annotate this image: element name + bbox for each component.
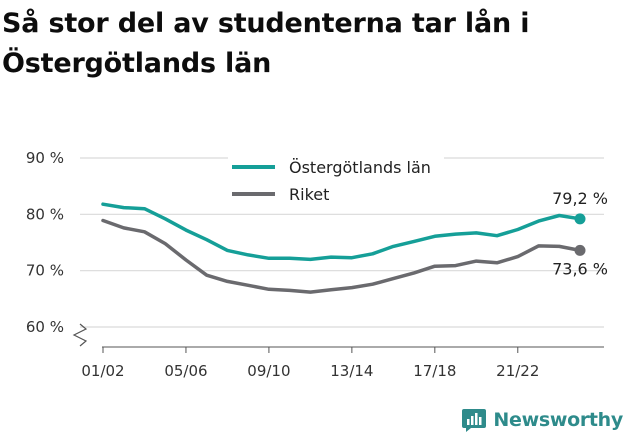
x-tick-label: 05/06 xyxy=(164,362,207,380)
axis-break-icon xyxy=(72,323,88,347)
chart-title: Så stor del av studenterna tar lån i Öst… xyxy=(2,8,530,79)
y-axis-tick-labels: 60 % 70 % 80 % 90 % xyxy=(26,149,64,336)
newsworthy-logo-icon xyxy=(462,409,487,432)
y-tick-label: 90 % xyxy=(26,149,64,167)
y-tick-label: 60 % xyxy=(26,318,64,336)
series-end-label: 79,2 % xyxy=(552,189,608,208)
x-tick-label: 01/02 xyxy=(81,362,124,380)
series-lines xyxy=(101,202,586,294)
series-end-point xyxy=(574,244,586,256)
series-end-point xyxy=(574,213,586,225)
end-labels: 79,2 % 73,6 % xyxy=(552,189,608,279)
x-axis xyxy=(72,323,604,353)
brand-logo: Newsworthy xyxy=(461,407,623,433)
x-axis-tick-labels: 01/02 05/06 09/10 13/14 17/18 21/22 xyxy=(81,362,539,380)
brand-name: Newsworthy xyxy=(493,409,623,431)
x-tick-label: 17/18 xyxy=(413,362,456,380)
y-tick-label: 70 % xyxy=(26,262,64,280)
legend-background xyxy=(228,152,444,176)
legend-item-label: Östergötlands län xyxy=(289,158,431,177)
legend: Östergötlands län Riket xyxy=(228,152,444,204)
y-tick-label: 80 % xyxy=(26,205,64,223)
x-tick-label: 13/14 xyxy=(330,362,373,380)
series-line-1 xyxy=(101,218,582,294)
series-line-0 xyxy=(101,202,582,262)
x-tick-label: 21/22 xyxy=(496,362,539,380)
series-end-label: 73,6 % xyxy=(552,259,608,278)
legend-item-label: Riket xyxy=(289,185,329,204)
x-tick-label: 09/10 xyxy=(247,362,290,380)
legend-background xyxy=(228,179,444,203)
